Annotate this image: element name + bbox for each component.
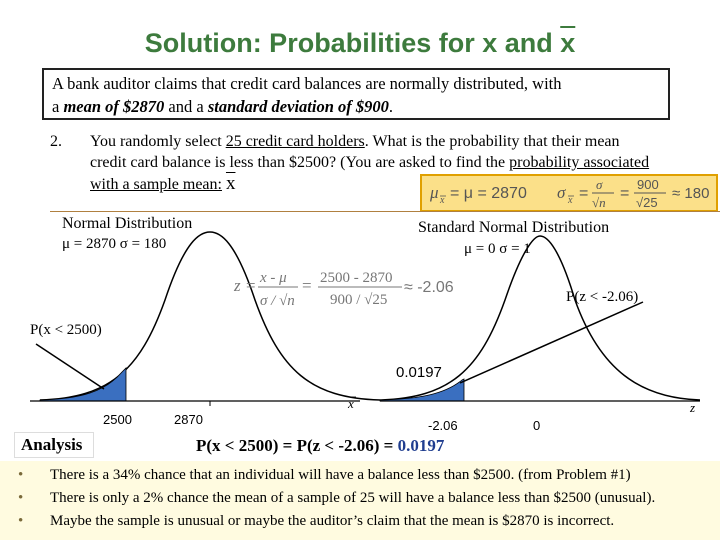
problem-end: . [388,97,394,116]
zf-eq: = [302,276,312,295]
zf-approx: ≈ -2.06 [404,279,454,296]
std-normal-heading: Standard Normal Distribution [418,219,610,236]
left-normal-curve [39,231,381,401]
bullet-text: There is a 34% chance that an individual… [50,467,631,483]
bullet-text: There is only a 2% chance the mean of a … [50,490,656,506]
formula-mu: μ [429,183,439,202]
formula-val-den: √25 [636,195,658,210]
problem-prefix: a [52,97,64,116]
normal-dist-params: μ = 2870 σ = 180 [62,236,167,252]
bullet-dot-icon: • [18,467,24,483]
z-axis-label: z [689,400,695,415]
left-prob-pointer [35,343,105,390]
formula-result: ≈ 180 [672,185,709,202]
tick-label-2500: 2500 [103,412,132,427]
problem-line-2: a mean of $2870 and a standard deviation… [52,95,660,118]
z-formula: z = x - μ σ / √n = 2500 - 2870 900 / √25… [233,270,454,309]
tick-label-0: 0 [533,418,540,433]
question-part2: . What is the probability that their mea… [90,133,620,171]
problem-sd: standard deviation of $900 [207,97,389,116]
formula-eq2: = [620,185,629,202]
distribution-graphs: z = x - μ σ / √n = 2500 - 2870 900 / √25… [30,231,701,433]
problem-and: and a [164,97,208,116]
right-standard-normal-curve [379,235,701,401]
title-text: Solution: Probabilities for x and [144,28,561,58]
tick-label-neg206: -2.06 [428,418,458,433]
zf-num1: x - μ [259,270,287,286]
problem-mean: mean of $2870 [63,97,165,116]
left-shaded-area [39,367,127,402]
bullet-text: Maybe the sample is unusual or maybe the… [50,513,615,529]
formula-svg: μ x = μ = 2870 σ x = σ √n = 900 √25 ≈ 18… [429,177,709,210]
formula-sigma-num: σ [596,177,603,192]
tick-label-2870: 2870 [174,412,203,427]
problem-line-1: A bank auditor claims that credit card b… [52,74,562,93]
formula-mu-rhs: = μ = 2870 [450,185,527,202]
left-prob-label: P(x < 2500) [30,322,102,338]
zf-den2: 900 / √25 [330,292,387,308]
question-underlined-1: 25 credit card holders [225,133,365,150]
question-number: 2. [50,133,62,150]
formula-sigma-eq: = [579,185,588,202]
sampling-distribution-formula-box: μ x = μ = 2870 σ x = σ √n = 900 √25 ≈ 18… [420,174,718,212]
section-divider [50,211,720,212]
question-xbar: x [225,173,236,194]
analysis-heading: Analysis [14,432,94,458]
slide-title: Solution: Probabilities for x and x [0,28,720,59]
title-xbar: x [560,28,576,58]
formula-sigma: σ [557,183,566,202]
question-text: You randomly select 25 credit card holde… [90,131,650,195]
zf-num2: 2500 - 2870 [320,270,393,286]
analysis-bullets: • There is a 34% chance that an individu… [0,461,720,540]
area-value-label: 0.0197 [396,364,442,381]
result-expr: P(x < 2500) = P(z < -2.06) = [196,436,398,455]
formula-sigma-sub: x [567,195,573,206]
bullet-dot-icon: • [18,513,24,529]
problem-statement-box: A bank auditor claims that credit card b… [42,68,670,120]
x-axis-label: x [347,396,354,411]
normal-dist-heading: Normal Distribution [62,215,193,232]
right-prob-pointer [459,301,644,384]
zf-den1: σ / √n [260,293,295,309]
formula-sigma-den: √n [592,195,606,210]
formula-mu-sub: x [439,195,445,206]
right-prob-label: P(z < -2.06) [566,289,638,305]
bullet-dot-icon: • [18,490,24,506]
std-normal-params: μ = 0 σ = 1 [464,241,531,257]
formula-val-num: 900 [637,177,659,192]
question-part1: You randomly select [90,133,226,150]
zf-lhs: z = [233,276,256,295]
result-equation: P(x < 2500) = P(z < -2.06) = 0.0197 [196,436,444,456]
right-shaded-area [379,378,465,402]
result-value: 0.0197 [397,436,445,455]
question-underlined-2: probability associated with a sample mea… [90,154,650,193]
